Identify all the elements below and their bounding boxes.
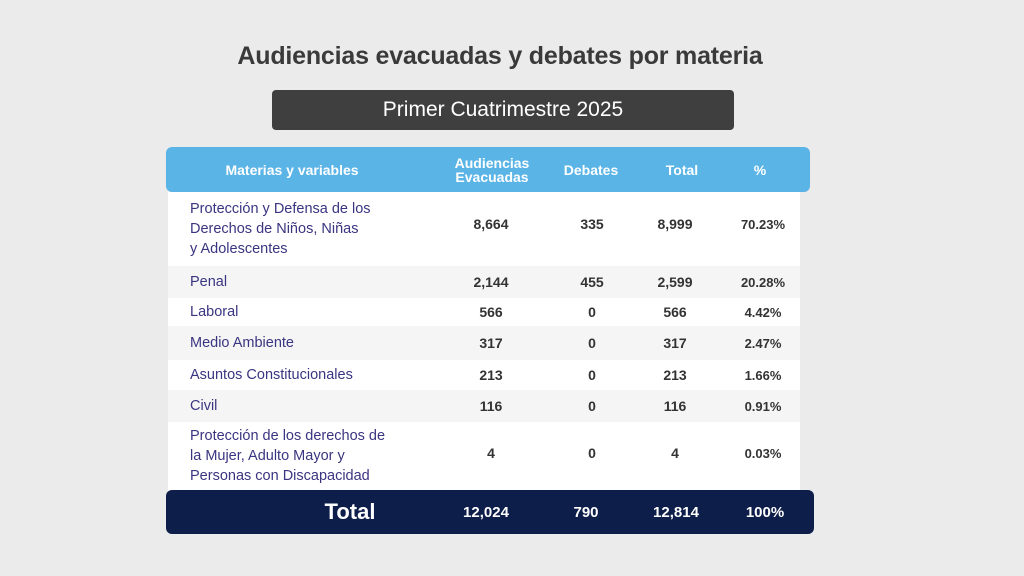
total-audiencias: 12,024: [463, 503, 509, 521]
table-row: Penal 2,144 455 2,599 20.28%: [168, 266, 800, 298]
row-total: 8,999: [657, 216, 693, 232]
header-audiencias-line1: Audiencias: [454, 154, 530, 171]
header-debates: Debates: [563, 161, 619, 178]
header-materia: Materias y variables: [225, 161, 359, 178]
period-banner: Primer Cuatrimestre 2025: [272, 90, 734, 130]
row-total: 213: [663, 367, 687, 383]
row-debates: 0: [588, 398, 596, 414]
row-percent: 2.47%: [744, 335, 782, 351]
header-percent: %: [753, 161, 767, 178]
row-audiencias: 2,144: [473, 274, 509, 290]
total-row: Total 12,024 790 12,814 100%: [166, 490, 814, 534]
header-total: Total: [665, 161, 699, 178]
row-materia-line1: Protección de los derechos de: [190, 428, 386, 444]
row-materia-line3: y Adolescentes: [190, 241, 288, 257]
total-label: Total: [324, 499, 376, 524]
table-row: Medio Ambiente 317 0 317 2.47%: [168, 326, 800, 360]
row-percent: 20.28%: [740, 274, 786, 290]
total-total: 12,814: [653, 503, 699, 521]
row-audiencias: 116: [479, 398, 503, 414]
row-materia: Protección y Defensa de los Derechos de N…: [190, 192, 410, 266]
row-percent: 0.03%: [744, 445, 782, 461]
row-materia-line1: Protección y Defensa de los: [190, 201, 371, 217]
row-percent: 4.42%: [744, 304, 782, 320]
row-audiencias: 8,664: [473, 216, 509, 232]
table-row: Protección de los derechos de la Mujer, A…: [168, 422, 800, 490]
table-row: Protección y Defensa de los Derechos de N…: [168, 192, 800, 266]
row-debates: 0: [588, 445, 596, 461]
row-debates: 0: [588, 304, 596, 320]
row-materia: Civil: [190, 398, 218, 414]
header-audiencias: Audiencias Evacuadas: [442, 147, 542, 192]
row-materia: Protección de los derechos de la Mujer, A…: [190, 422, 410, 490]
table-header: Materias y variables Audiencias Evacuadas…: [166, 147, 810, 192]
row-materia: Medio Ambiente: [190, 335, 294, 351]
total-debates: 790: [573, 503, 599, 521]
row-percent: 70.23%: [740, 216, 786, 232]
row-total: 116: [663, 398, 687, 414]
row-audiencias: 317: [479, 335, 503, 351]
row-debates: 335: [580, 216, 604, 232]
row-debates: 455: [580, 274, 604, 290]
row-audiencias: 4: [487, 445, 495, 461]
row-debates: 0: [588, 367, 596, 383]
table-row: Laboral 566 0 566 4.42%: [168, 298, 800, 326]
row-audiencias: 566: [479, 304, 503, 320]
row-materia: Asuntos Constitucionales: [190, 367, 353, 383]
row-debates: 0: [588, 335, 596, 351]
total-percent: 100%: [745, 503, 785, 521]
row-percent: 1.66%: [744, 367, 782, 383]
page-title: Audiencias evacuadas y debates por mater…: [237, 42, 763, 70]
row-materia-line3: Personas con Discapacidad: [190, 468, 370, 484]
row-materia-line2: Derechos de Niños, Niñas: [190, 221, 359, 237]
header-audiencias-line2: Evacuadas: [455, 168, 529, 185]
row-percent: 0.91%: [744, 398, 782, 414]
period-label: Primer Cuatrimestre 2025: [382, 98, 624, 121]
row-total: 2,599: [657, 274, 693, 290]
row-audiencias: 213: [479, 367, 503, 383]
row-total: 4: [671, 445, 679, 461]
row-total: 566: [663, 304, 687, 320]
table-row: Civil 116 0 116 0.91%: [168, 390, 800, 422]
row-materia: Penal: [190, 274, 228, 290]
row-materia-line2: la Mujer, Adulto Mayor y: [190, 448, 345, 464]
row-total: 317: [663, 335, 687, 351]
table-row: Asuntos Constitucionales 213 0 213 1.66%: [168, 360, 800, 390]
row-materia: Laboral: [190, 304, 239, 320]
